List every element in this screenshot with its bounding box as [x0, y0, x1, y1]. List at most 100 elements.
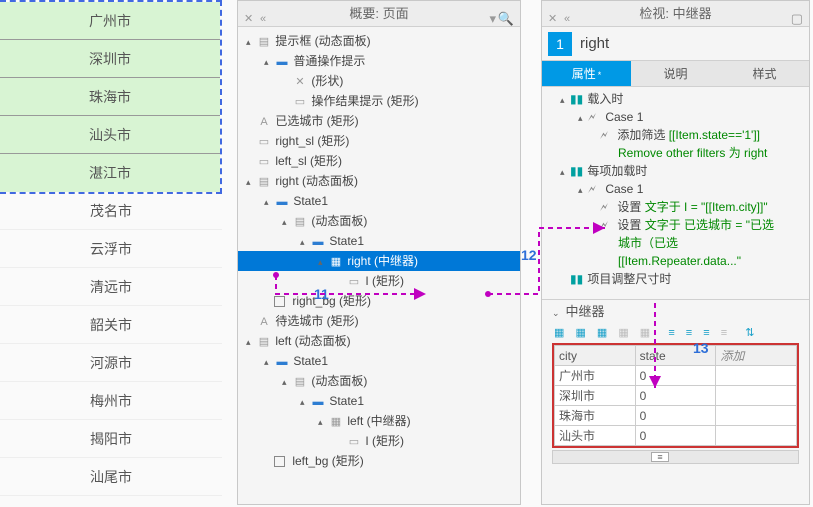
node-label: I (矩形)	[362, 434, 404, 448]
expand-icon[interactable]: ▴	[300, 392, 310, 412]
repeater-section-header[interactable]: ⌄中继器	[542, 300, 809, 324]
table-row[interactable]: 深圳市0	[555, 386, 797, 406]
expand-icon[interactable]: ▴	[282, 212, 292, 232]
city-item[interactable]: 清远市	[0, 268, 222, 306]
outline-panel: ✕ « 概要: 页面 ▾ 🔍 ▴▤ 提示框 (动态面板)▴▬ 普通操作提示✕ (…	[237, 0, 521, 505]
table-cell[interactable]	[716, 406, 797, 426]
table-cell[interactable]: 广州市	[555, 366, 636, 386]
tree-node[interactable]: ▭ 操作结果提示 (矩形)	[238, 91, 520, 111]
expand-icon[interactable]: ▴	[246, 332, 256, 352]
expand-icon[interactable]: ▴	[264, 52, 274, 72]
collapse-icon[interactable]: «	[564, 6, 570, 32]
tree-node[interactable]: ▭ right_sl (矩形)	[238, 131, 520, 151]
city-item[interactable]: 梅州市	[0, 382, 222, 420]
city-item[interactable]: 汕尾市	[0, 458, 222, 496]
search-icon[interactable]: 🔍	[498, 6, 514, 32]
node-label: State1	[290, 354, 328, 368]
tab-notes[interactable]: 说明	[631, 61, 720, 87]
close-icon[interactable]: ✕	[548, 6, 557, 32]
expand-icon[interactable]: ▴	[300, 232, 310, 252]
filter-icon[interactable]: ▾	[489, 6, 496, 32]
expand-icon[interactable]: ▴	[264, 352, 274, 372]
node-type-icon: ▬	[274, 52, 290, 72]
node-label: right (中继器)	[344, 254, 418, 268]
table-header[interactable]: state	[635, 346, 716, 366]
tree-node[interactable]: ▴▤ (动态面板)	[238, 371, 520, 391]
node-type-icon: ▬	[274, 352, 290, 372]
node-label: State1	[326, 394, 364, 408]
annotation-12: 12	[521, 247, 537, 263]
tree-node[interactable]: ▴▬ State1	[238, 231, 520, 251]
city-item[interactable]: 揭阳市	[0, 420, 222, 458]
city-item[interactable]: 茂名市	[0, 192, 222, 230]
node-label: left_sl (矩形)	[272, 154, 342, 168]
close-icon[interactable]: ✕	[244, 6, 253, 32]
node-type-icon: ▤	[292, 372, 308, 392]
table-header[interactable]: city	[555, 346, 636, 366]
tree-node[interactable]: ✕ (形状)	[238, 71, 520, 91]
table-cell[interactable]: 0	[635, 366, 716, 386]
city-item[interactable]: 珠海市	[0, 78, 220, 116]
node-type-icon	[274, 296, 285, 307]
tree-node[interactable]: ▴▦ left (中继器)	[238, 411, 520, 431]
tree-node[interactable]: ▴▬ 普通操作提示	[238, 51, 520, 71]
table-cell[interactable]: 0	[635, 406, 716, 426]
tree-node[interactable]: A 待选城市 (矩形)	[238, 311, 520, 331]
tree-node[interactable]: left_bg (矩形)	[238, 451, 520, 471]
table-cell[interactable]: 珠海市	[555, 406, 636, 426]
tree-node[interactable]: ▴▤ 提示框 (动态面板)	[238, 31, 520, 51]
collapse-icon[interactable]: «	[260, 6, 266, 32]
expand-icon[interactable]: ▴	[318, 252, 328, 272]
node-label: 待选城市 (矩形)	[272, 314, 359, 328]
city-item[interactable]: 云浮市	[0, 230, 222, 268]
node-type-icon: ▭	[292, 92, 308, 112]
horizontal-scrollbar[interactable]: ≡	[552, 450, 799, 464]
expand-icon[interactable]: ▴	[282, 372, 292, 392]
tree-node[interactable]: ▴▬ State1	[238, 351, 520, 371]
city-item[interactable]: 湛江市	[0, 154, 220, 192]
tab-style[interactable]: 样式	[720, 61, 809, 87]
tree-node[interactable]: ▭ left_sl (矩形)	[238, 151, 520, 171]
table-cell[interactable]: 深圳市	[555, 386, 636, 406]
table-cell[interactable]: 0	[635, 426, 716, 446]
table-cell[interactable]: 汕头市	[555, 426, 636, 446]
table-cell[interactable]	[716, 426, 797, 446]
city-item[interactable]: 韶关市	[0, 306, 222, 344]
tree-node[interactable]: A 已选城市 (矩形)	[238, 111, 520, 131]
repeater-toolbar[interactable]: ▦ ▦ ▦ ▦ ▦ ≡ ≡ ≡ ≡ ⇅	[542, 324, 809, 343]
city-item[interactable]: 河源市	[0, 344, 222, 382]
expand-icon[interactable]: ▴	[246, 172, 256, 192]
add-column[interactable]: 添加	[716, 346, 797, 366]
outline-tree[interactable]: ▴▤ 提示框 (动态面板)▴▬ 普通操作提示✕ (形状)▭ 操作结果提示 (矩形…	[238, 27, 520, 503]
inspector-tabs: 属性* 说明 样式	[542, 61, 809, 87]
table-row[interactable]: 汕头市0	[555, 426, 797, 446]
expand-icon[interactable]: ▴	[318, 412, 328, 432]
node-label: right (动态面板)	[272, 174, 358, 188]
page-icon[interactable]: ▢	[791, 6, 803, 32]
tree-node[interactable]: ▴▦ right (中继器)	[238, 251, 520, 271]
city-item[interactable]: 广州市	[0, 2, 220, 40]
interactions-tree[interactable]: ▴▮▮ 载入时 ▴🗲 Case 1 🗲 添加筛选 [[Item.state=='…	[542, 87, 809, 293]
tree-node[interactable]: ▴▬ State1	[238, 391, 520, 411]
tree-node[interactable]: ▴▤ right (动态面板)	[238, 171, 520, 191]
expand-icon[interactable]: ▴	[246, 32, 256, 52]
table-row[interactable]: 广州市0	[555, 366, 797, 386]
tree-node[interactable]: ▴▤ left (动态面板)	[238, 331, 520, 351]
table-cell[interactable]	[716, 366, 797, 386]
tab-properties[interactable]: 属性*	[542, 61, 631, 87]
tree-node[interactable]: ▴▤ (动态面板)	[238, 211, 520, 231]
tree-node[interactable]: right_bg (矩形)	[238, 291, 520, 311]
tree-node[interactable]: ▴▬ State1	[238, 191, 520, 211]
tree-node[interactable]: ▭ I (矩形)	[238, 271, 520, 291]
node-type-icon: ▤	[292, 212, 308, 232]
widget-name-input[interactable]: right	[580, 35, 609, 52]
city-item[interactable]: 深圳市	[0, 40, 220, 78]
city-item[interactable]: 汕头市	[0, 116, 220, 154]
table-cell[interactable]: 0	[635, 386, 716, 406]
table-cell[interactable]	[716, 386, 797, 406]
expand-icon[interactable]: ▴	[264, 192, 274, 212]
table-row[interactable]: 珠海市0	[555, 406, 797, 426]
node-label: right_bg (矩形)	[289, 294, 371, 308]
repeater-data-table[interactable]: citystate添加广州市0深圳市0珠海市0汕头市0	[552, 343, 799, 448]
tree-node[interactable]: ▭ I (矩形)	[238, 431, 520, 451]
